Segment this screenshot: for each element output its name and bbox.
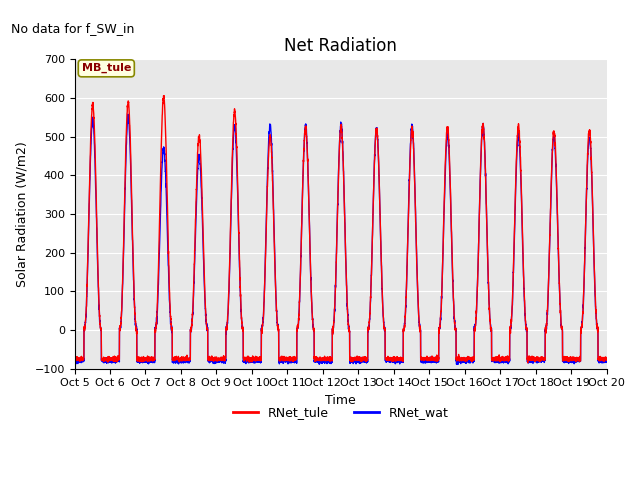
RNet_wat (124, 111, 132, 117)
X-axis label: Time: Time (325, 394, 356, 407)
Text: MB_tule: MB_tule (82, 63, 131, 73)
RNet_wat (430, 357, 438, 363)
RNet_wat (166, 309, 174, 315)
RNet_wat (490, 358, 498, 363)
Line: RNet_wat: RNet_wat (74, 114, 607, 364)
RNet_wat (321, 358, 328, 364)
Text: No data for f_SW_in: No data for f_SW_in (11, 22, 134, 35)
RNet_tule (166, 310, 174, 316)
RNet_tule (460, 356, 467, 362)
RNet_tule (70, 356, 78, 361)
RNet_wat (460, 358, 468, 364)
RNet_tule (160, 93, 168, 98)
RNet_tule (490, 356, 498, 361)
RNet_tule (602, 356, 610, 362)
RNet_wat (70, 358, 78, 363)
RNet_tule (603, 356, 611, 362)
Title: Net Radiation: Net Radiation (284, 37, 397, 55)
RNet_wat (602, 360, 610, 365)
RNet_wat (603, 358, 611, 363)
RNet_tule (430, 357, 438, 363)
RNet_tule (524, 360, 532, 366)
Line: RNet_tule: RNet_tule (74, 96, 607, 363)
RNet_wat (454, 361, 461, 367)
Legend: RNet_tule, RNet_wat: RNet_tule, RNet_wat (228, 401, 454, 424)
RNet_tule (321, 353, 328, 359)
Y-axis label: Solar Radiation (W/m2): Solar Radiation (W/m2) (16, 141, 29, 287)
